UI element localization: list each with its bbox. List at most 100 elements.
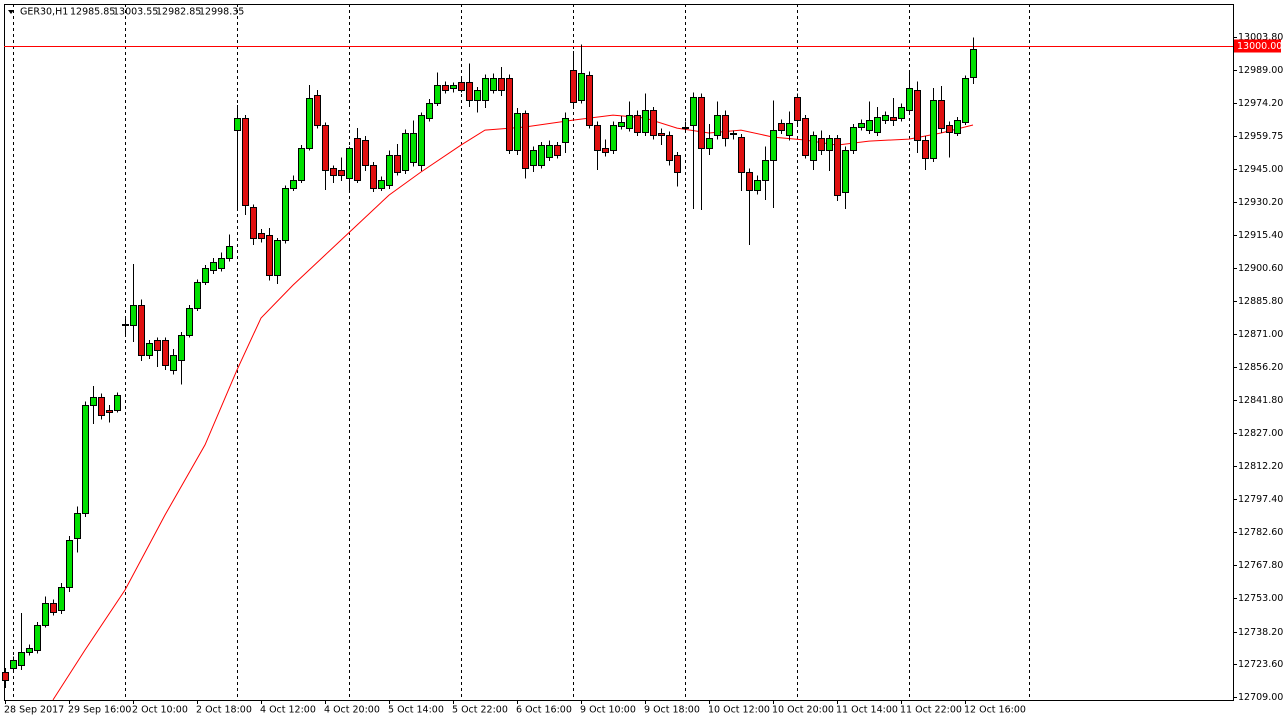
candle-body: [530, 150, 537, 166]
plot-frame: [4, 4, 1234, 701]
y-tick-label: 12974.20: [1238, 98, 1283, 109]
y-tick-label: 12738.20: [1238, 627, 1283, 638]
candle-body: [698, 97, 705, 149]
menu-triangle[interactable]: [8, 10, 14, 14]
candle-body: [730, 133, 737, 135]
candle-body: [858, 123, 865, 128]
y-tick-label: 12930.20: [1238, 197, 1283, 208]
candle-body: [338, 170, 345, 176]
candle-body: [474, 90, 481, 101]
candle-body: [970, 49, 977, 78]
candle-body: [362, 140, 369, 166]
x-tick-label: 2 Oct 18:00: [196, 705, 252, 716]
y-tick-label: 12782.60: [1238, 527, 1283, 538]
candle-body: [602, 148, 609, 153]
candle-body: [418, 115, 425, 166]
candle-body: [450, 85, 457, 89]
y-tick-label: 12945.00: [1238, 164, 1283, 175]
candle-body: [322, 125, 329, 171]
y-tick-label: 12915.40: [1238, 230, 1283, 241]
candle-body: [386, 155, 393, 186]
candle-body: [170, 355, 177, 371]
x-tick-label: 2 Oct 10:00: [132, 705, 188, 716]
candle-body: [794, 97, 801, 121]
candle-body: [226, 246, 233, 259]
candle-body: [674, 155, 681, 173]
candle-body: [162, 340, 169, 366]
candle-body: [890, 117, 897, 121]
candle-body: [546, 145, 553, 158]
candle-body: [370, 165, 377, 189]
y-tick-label: 12841.80: [1238, 395, 1283, 406]
candle-body: [378, 180, 385, 189]
candle-body: [250, 207, 257, 239]
candle-body: [58, 587, 65, 611]
candle-body: [402, 133, 409, 171]
y-tick-label: 12709.00: [1238, 692, 1283, 703]
candle-body: [82, 405, 89, 514]
symbol: GER30,H1: [20, 7, 68, 18]
candle-body: [306, 98, 313, 149]
candle-body: [778, 123, 785, 131]
y-tick-label: 12723.60: [1238, 659, 1283, 670]
candle-body: [282, 188, 289, 241]
candle-body: [714, 115, 721, 136]
candle-body: [234, 118, 241, 131]
candle-body: [554, 145, 561, 156]
price-label: 13000.00: [1237, 41, 1282, 52]
x-tick-label: 9 Oct 18:00: [644, 705, 700, 716]
candle-body: [442, 85, 449, 91]
x-tick-label: 12 Oct 16:00: [964, 705, 1026, 716]
y-tick-label: 13003.80: [1238, 32, 1283, 43]
candle-body: [626, 115, 633, 129]
candle-body: [122, 324, 129, 326]
candle-body: [490, 78, 497, 91]
candle-body: [618, 122, 625, 127]
candle-body: [466, 82, 473, 101]
candle-body: [874, 117, 881, 133]
candle-body: [850, 127, 857, 151]
candle-body: [2, 672, 9, 681]
candle-body: [98, 397, 105, 416]
candle-body: [938, 100, 945, 129]
candle-body: [962, 78, 969, 123]
candle-body: [906, 88, 913, 111]
candle-body: [266, 235, 273, 276]
y-tick-label: 12871.00: [1238, 329, 1283, 340]
candle-body: [834, 138, 841, 196]
candle-body: [650, 110, 657, 136]
candle-body: [946, 125, 953, 133]
candle-body: [914, 90, 921, 141]
candle-body: [802, 118, 809, 156]
x-tick-label: 11 Oct 14:00: [836, 705, 898, 716]
candle-body: [954, 120, 961, 134]
candle-body: [258, 233, 265, 239]
x-tick-label: 6 Oct 16:00: [516, 705, 572, 716]
y-tick-label: 12797.40: [1238, 494, 1283, 505]
candle-body: [866, 120, 873, 131]
y-tick-label: 12753.00: [1238, 593, 1283, 604]
candle-body: [498, 78, 505, 91]
candle-body: [882, 115, 889, 121]
candle-body: [106, 410, 113, 413]
candle-body: [514, 113, 521, 151]
candle-body: [18, 652, 25, 666]
candle-body: [642, 110, 649, 133]
candle-body: [74, 513, 81, 539]
header-high: 13003.55: [113, 7, 158, 18]
candle-body: [898, 107, 905, 119]
y-tick-label: 12856.20: [1238, 362, 1283, 373]
candle-body: [658, 133, 665, 136]
candle-body: [826, 138, 833, 151]
candle-body: [130, 305, 137, 326]
candle-body: [770, 130, 777, 161]
candle-body: [538, 145, 545, 166]
x-tick-label: 29 Sep 16:00: [68, 705, 131, 716]
y-tick-label: 12959.75: [1238, 131, 1283, 142]
x-tick-label: 11 Oct 22:00: [900, 705, 962, 716]
y-tick-label: 12989.00: [1238, 65, 1283, 76]
y-tick-label: 12900.60: [1238, 263, 1283, 274]
candle-body: [594, 125, 601, 151]
candle-body: [34, 625, 41, 651]
